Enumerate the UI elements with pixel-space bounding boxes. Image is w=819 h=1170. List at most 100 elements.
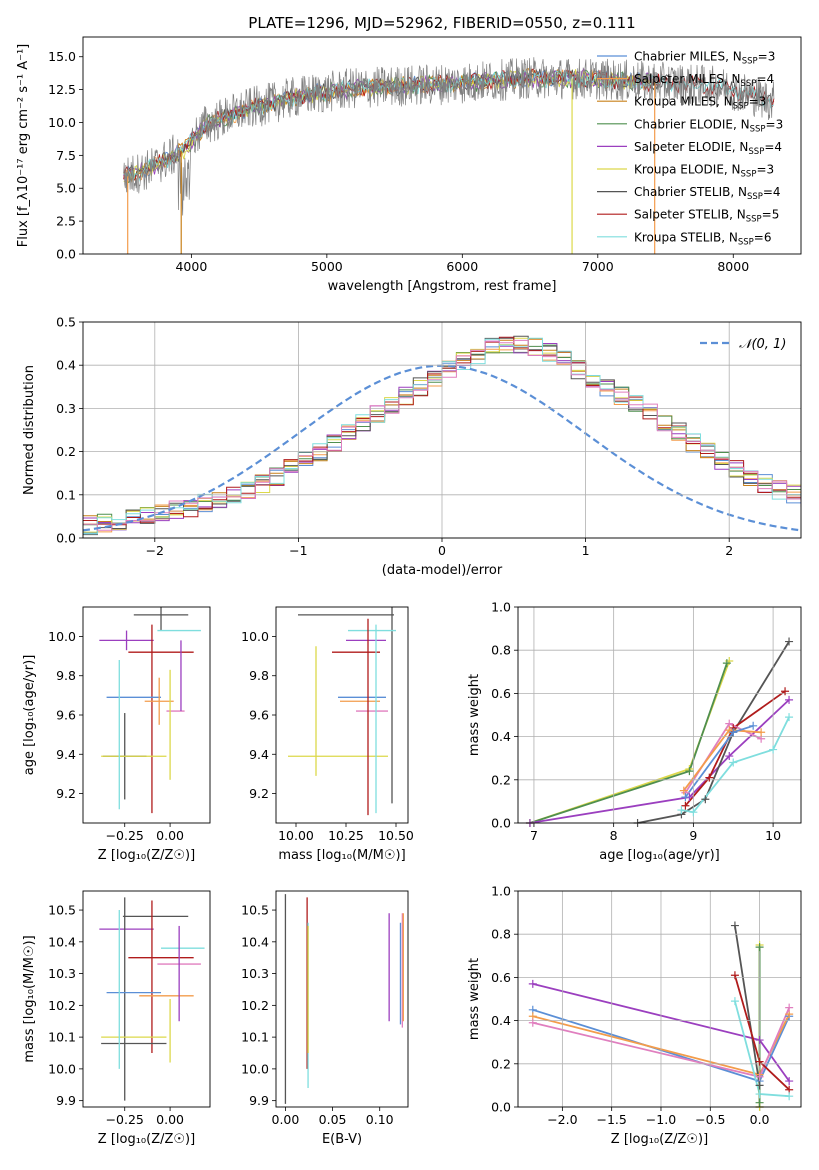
- legend-label-base: Chabrier STELIB, N: [634, 185, 747, 199]
- chart-mass_vs_ebv: 0.00 0.05 0.10 9.9 10.0 10.1 10.2 10.3 10.4 10.5 E…: [241, 890, 409, 1147]
- legend-label-base: Chabrier ELODIE, N: [634, 117, 750, 131]
- weight-marker: [681, 801, 690, 810]
- x-tick-label: 10.50: [378, 828, 414, 843]
- y-tick-label: 1.0: [491, 600, 511, 615]
- x-axis-label: Z [log₁₀(Z/Z☉)]: [611, 1132, 708, 1147]
- x-axis-label: Z [log₁₀(Z/Z☉)]: [98, 1132, 195, 1147]
- x-tick-label: 0.00: [156, 1112, 184, 1127]
- x-axis-label: wavelength [Angstrom, rest frame]: [328, 279, 557, 294]
- y-tick-label: 10.2: [48, 998, 76, 1013]
- legend-label: Chabrier MILES, NSSP=3: [634, 50, 775, 67]
- y-axis-label: mass weight: [467, 958, 482, 1040]
- y-tick-label: 9.9: [56, 1093, 76, 1108]
- legend-label: Kroupa MILES, NSSP=3: [634, 95, 766, 112]
- y-tick-label: 10.4: [241, 934, 269, 949]
- y-tick-label: 0.2: [56, 444, 76, 459]
- legend-label-sub: SSP: [741, 79, 757, 89]
- y-tick-label: 10.3: [48, 966, 76, 981]
- y-tick-label: 0.5: [56, 315, 76, 330]
- x-tick-label: 0.0: [750, 1112, 770, 1127]
- legend-label-tail: =4: [764, 140, 782, 154]
- x-axis-label: mass [log₁₀(M/M☉)]: [278, 848, 405, 863]
- weight-marker: [722, 659, 731, 668]
- x-tick-label: 2: [725, 543, 733, 558]
- y-tick-label: 0.6: [491, 970, 511, 985]
- y-tick-label: 10.3: [241, 966, 269, 981]
- legend-label-sub: SSP: [750, 124, 766, 134]
- legend-label-sub: SSP: [748, 147, 764, 157]
- legend-label: Chabrier ELODIE, NSSP=3: [634, 117, 783, 134]
- weight-marker: [705, 773, 714, 782]
- y-tick-label: 10.4: [48, 934, 76, 949]
- weight-marker: [701, 795, 710, 804]
- y-tick-label: 9.4: [56, 747, 76, 762]
- legend-label-sub: SSP: [733, 102, 749, 112]
- y-tick-label: 0.4: [56, 358, 76, 373]
- histogram-step: [83, 336, 801, 526]
- x-tick-label: 6000: [446, 259, 478, 274]
- chart-residuals: −2 −1 0 1 2 0.0 0.1 0.2 0.3 0.4 0.5 (data-model)/er…: [22, 315, 802, 578]
- y-axis-label: mass weight: [467, 674, 482, 756]
- y-axis-label: Normed distribution: [22, 365, 37, 495]
- y-tick-label: 0.0: [56, 531, 76, 546]
- y-tick-label: 0.1: [56, 487, 76, 502]
- x-tick-label: 10.00: [278, 828, 314, 843]
- legend-label-sub: SSP: [738, 237, 754, 247]
- legend-label-sub: SSP: [742, 57, 758, 67]
- y-tick-label: 10.0: [48, 115, 76, 130]
- weight-marker: [689, 808, 698, 817]
- chart-spectrum: 4000 5000 6000 7000 8000 0.0 2.5 5.0 7.5 10.0 12.5…: [16, 36, 802, 294]
- y-tick-label: 0.0: [491, 1100, 511, 1115]
- weight-marker: [528, 1018, 537, 1027]
- x-tick-label: −2: [146, 543, 164, 558]
- axes-frame: [82, 890, 211, 1108]
- plot-area: [99, 607, 201, 814]
- plot-area: [288, 607, 396, 816]
- legend-label-tail: =6: [754, 230, 772, 244]
- weight-marker: [685, 767, 694, 776]
- y-tick-label: 9.9: [249, 1093, 269, 1108]
- y-tick-label: 9.8: [56, 668, 76, 683]
- x-tick-label: 0.10: [366, 1112, 394, 1127]
- x-tick-label: 8000: [717, 259, 749, 274]
- legend-label: 𝒩(0, 1): [739, 337, 786, 352]
- legend-label-base: Salpeter ELODIE, N: [634, 140, 748, 154]
- y-tick-label: 7.5: [56, 148, 76, 163]
- legend-label-tail: =5: [762, 208, 780, 222]
- weight-marker: [785, 1003, 794, 1012]
- y-tick-label: 10.5: [48, 903, 76, 918]
- legend-label-base: Kroupa STELIB, N: [634, 230, 738, 244]
- y-axis-label: mass [log₁₀(M/M☉)]: [22, 935, 37, 1062]
- legend-label-base: Salpeter STELIB, N: [634, 208, 746, 222]
- histogram-step: [83, 339, 801, 531]
- weight-marker: [681, 793, 690, 802]
- weight-marker: [755, 1072, 764, 1081]
- x-tick-label: 0.00: [156, 828, 184, 843]
- axes-frame: [82, 606, 211, 824]
- weight-marker: [755, 943, 764, 952]
- weight-marker: [749, 721, 758, 730]
- x-axis-label: Z [log₁₀(Z/Z☉)]: [98, 848, 195, 863]
- y-tick-label: 0.2: [491, 1056, 511, 1071]
- x-axis-label: (data-model)/error: [382, 563, 503, 578]
- weight-marker: [528, 979, 537, 988]
- weight-marker: [781, 687, 790, 696]
- histogram-step: [83, 337, 801, 535]
- legend-label-sub: SSP: [747, 192, 763, 202]
- y-axis-label: Flux [f_λ10⁻¹⁷ erg cm⁻² s⁻¹ A⁻¹]: [16, 44, 31, 248]
- x-tick-label: −0.25: [106, 1112, 144, 1127]
- y-tick-label: 0.0: [56, 247, 76, 262]
- figure-title: PLATE=1296, MJD=52962, FIBERID=0550, z=0…: [248, 14, 635, 32]
- legend-label-base: Salpeter MILES, N: [634, 72, 741, 86]
- weight-marker: [755, 1057, 764, 1066]
- weight-marker: [785, 637, 794, 646]
- weight-marker: [677, 806, 686, 815]
- y-tick-label: 10.0: [241, 629, 269, 644]
- axes-frame: [82, 36, 802, 255]
- x-tick-label: 10.25: [328, 828, 364, 843]
- chart-mass_weight_vs_age: 7 8 9 10 0.0 0.2 0.4 0.6 0.8 1.0 age [log₁₀(age/yr…: [467, 600, 802, 863]
- y-tick-label: 9.2: [249, 786, 269, 801]
- x-tick-label: 0: [438, 543, 446, 558]
- y-tick-label: 10.0: [241, 1061, 269, 1076]
